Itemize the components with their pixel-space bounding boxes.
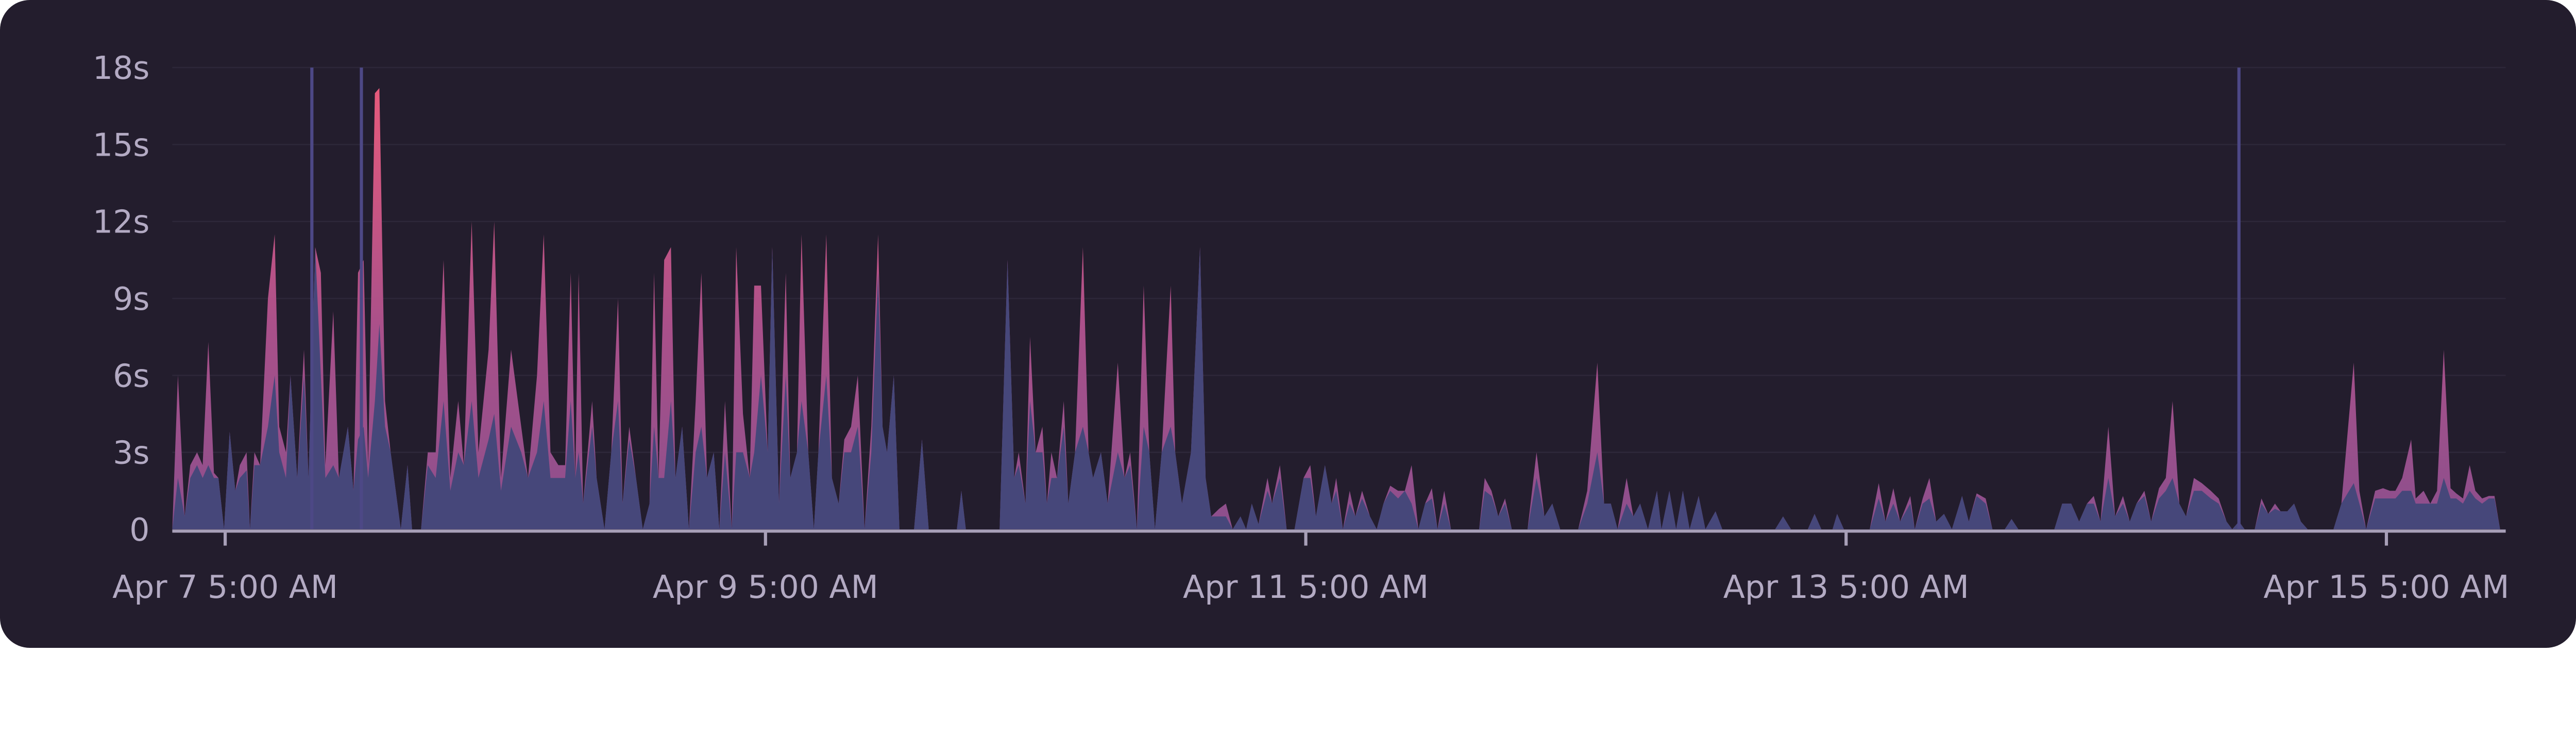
x-axis-labels: Apr 7 5:00 AM Apr 9 5:00 AM Apr 11 5:00 AM…: [112, 568, 2509, 606]
area-chart: 0 3s 6s 9s 12s 15s 18s Apr 7 5:00 AM Apr 9 5:00…: [93, 49, 2510, 606]
x-tick-label: Apr 11 5:00 AM: [1183, 568, 1429, 606]
gridlines: [172, 66, 2506, 453]
x-tick-label: Apr 13 5:00 AM: [1723, 568, 1969, 606]
base-series-area: [172, 247, 2500, 529]
x-tick-label: Apr 15 5:00 AM: [2263, 568, 2509, 606]
x-tick-label: Apr 7 5:00 AM: [112, 568, 338, 606]
y-tick-label: 12s: [93, 204, 149, 241]
y-tick-label: 9s: [113, 280, 149, 317]
marker-lines: [310, 68, 2241, 529]
y-tick-label: 3s: [113, 434, 149, 472]
x-tick-label: Apr 9 5:00 AM: [653, 568, 878, 606]
total-series-area: [172, 88, 2500, 529]
series-areas: [172, 88, 2500, 529]
chart-card: 0 3s 6s 9s 12s 15s 18s Apr 7 5:00 AM Apr 9 5:00…: [0, 0, 2576, 648]
y-tick-label: 0: [129, 511, 149, 548]
y-tick-label: 15s: [93, 126, 149, 163]
axes: [172, 529, 2506, 546]
y-axis-labels: 0 3s 6s 9s 12s 15s 18s: [93, 49, 149, 548]
y-tick-label: 6s: [113, 357, 149, 394]
y-tick-label: 18s: [93, 49, 149, 87]
